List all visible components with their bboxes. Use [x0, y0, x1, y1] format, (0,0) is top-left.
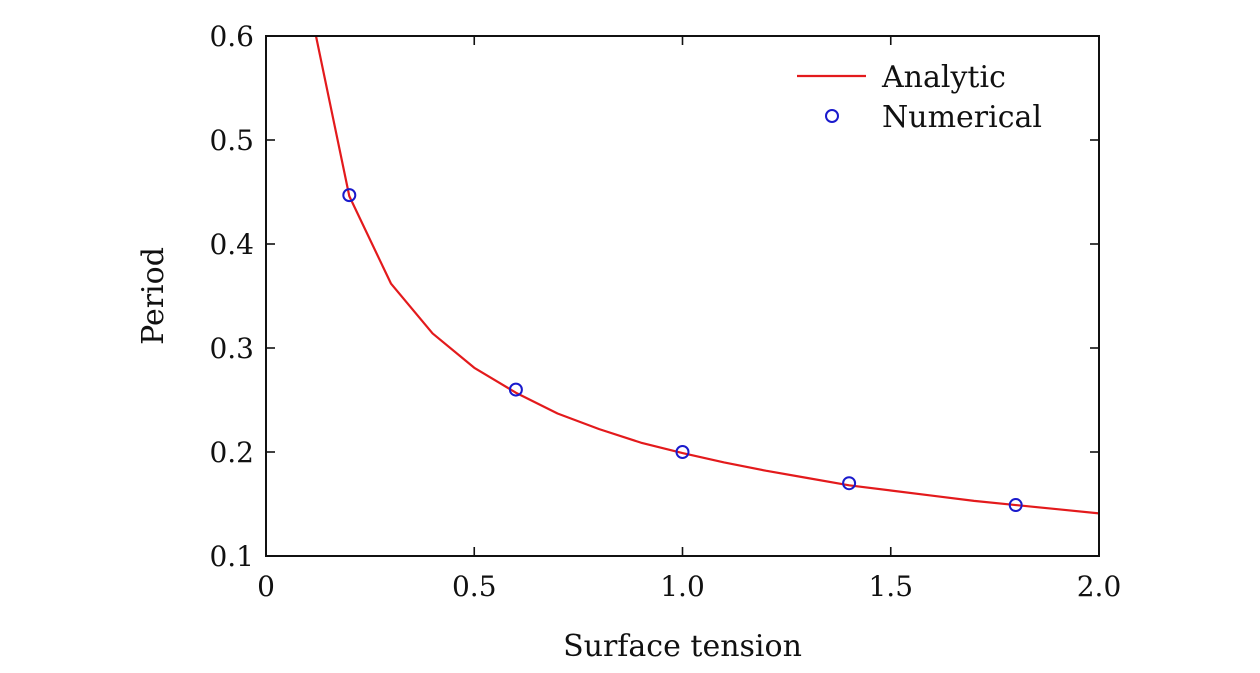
series-points-numerical: [342, 188, 1023, 513]
series-line-analytic: [314, 36, 1099, 515]
data-point: [675, 445, 690, 459]
legend: Analytic Numerical: [797, 60, 1042, 135]
legend-point-swatch: [825, 109, 839, 123]
data-point: [842, 476, 857, 491]
y-tick-label: 0.6: [209, 20, 254, 53]
legend-label-numerical: Numerical: [882, 100, 1042, 135]
data-point: [508, 382, 523, 397]
x-tick-label: 0.5: [452, 570, 497, 603]
y-tick-label: 0.3: [209, 332, 254, 365]
y-tick-label: 0.4: [209, 228, 254, 261]
axes-layer: 0 0.5 1.0 1.5 2.0 0.1 0.2 0.3 0.4 0.5 0.6 Surface t…: [136, 20, 1121, 664]
data-point: [1008, 498, 1023, 513]
data-point: [342, 188, 357, 203]
x-tick-label: 1.0: [660, 570, 705, 603]
x-tick-label: 1.5: [868, 570, 913, 603]
plot-layer: [314, 36, 1099, 515]
x-tick-label: 2.0: [1077, 570, 1122, 603]
y-tick-label: 0.2: [209, 436, 254, 469]
x-tick-label: 0: [257, 570, 275, 603]
x-axis-label: Surface tension: [563, 629, 802, 664]
y-axis-label: Period: [136, 247, 171, 345]
y-tick-label: 0.1: [209, 540, 254, 573]
legend-label-analytic: Analytic: [881, 60, 1006, 95]
y-tick-label: 0.5: [209, 124, 254, 157]
